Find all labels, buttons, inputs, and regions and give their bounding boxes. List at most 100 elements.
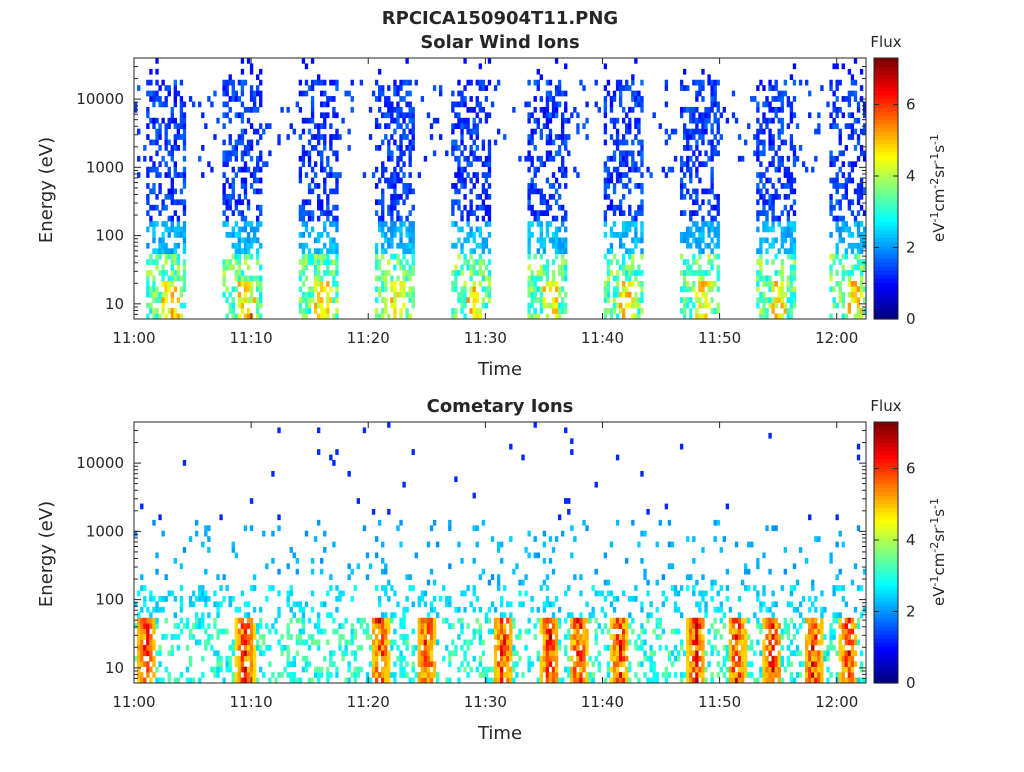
- heatmap-cell: [457, 123, 460, 129]
- heatmap-cell: [375, 634, 378, 640]
- heatmap-cell: [180, 585, 183, 591]
- heatmap-cell: [344, 650, 347, 656]
- heatmap-cell: [369, 661, 372, 667]
- heatmap-cell: [433, 623, 436, 629]
- heatmap-cell: [817, 640, 820, 646]
- heatmap-cell: [418, 601, 421, 607]
- heatmap-cell: [540, 286, 543, 292]
- heatmap-cell: [311, 569, 314, 575]
- heatmap-cell: [579, 591, 582, 597]
- heatmap-cell: [509, 650, 512, 656]
- heatmap-cell: [412, 123, 415, 129]
- heatmap-cell: [701, 650, 704, 656]
- heatmap-cell: [552, 656, 555, 662]
- heatmap-cell: [628, 265, 631, 271]
- heatmap-cell: [222, 102, 225, 108]
- heatmap-cell: [549, 237, 552, 243]
- heatmap-cell: [829, 645, 832, 651]
- heatmap-cell: [622, 623, 625, 629]
- heatmap-cell: [323, 629, 326, 635]
- heatmap-cell: [643, 574, 646, 580]
- heatmap-cell: [299, 308, 302, 314]
- heatmap-cell: [765, 308, 768, 314]
- heatmap-cell: [588, 656, 591, 662]
- heatmap-cell: [241, 634, 244, 640]
- heatmap-cell: [613, 210, 616, 216]
- heatmap-cell: [244, 650, 247, 656]
- heatmap-cell: [555, 303, 558, 309]
- heatmap-cell: [375, 123, 378, 129]
- heatmap-cell: [399, 314, 402, 320]
- heatmap-cell: [649, 172, 652, 178]
- heatmap-cell: [607, 205, 610, 211]
- heatmap-cell: [506, 634, 509, 640]
- heatmap-cell: [826, 645, 829, 651]
- heatmap-cell: [546, 618, 549, 624]
- heatmap-cell: [704, 221, 707, 227]
- heatmap-cell: [393, 265, 396, 271]
- heatmap-cell: [790, 112, 793, 118]
- heatmap-cell: [229, 199, 232, 205]
- heatmap-cell: [768, 145, 771, 151]
- heatmap-cell: [259, 314, 262, 320]
- heatmap-cell: [805, 618, 808, 624]
- heatmap-cell: [836, 178, 839, 184]
- heatmap-cell: [241, 667, 244, 673]
- heatmap-cell: [317, 297, 320, 303]
- heatmap-cell: [622, 107, 625, 113]
- heatmap-cell: [625, 85, 628, 91]
- heatmap-cell: [707, 303, 710, 309]
- heatmap-cell: [177, 216, 180, 222]
- heatmap-cell: [329, 286, 332, 292]
- heatmap-cell: [409, 297, 412, 303]
- heatmap-cell: [229, 74, 232, 80]
- heatmap-cell: [381, 91, 384, 97]
- heatmap-cell: [387, 210, 390, 216]
- heatmap-cell: [854, 265, 857, 271]
- heatmap-cell: [216, 661, 219, 667]
- heatmap-cell: [320, 286, 323, 292]
- heatmap-cell: [714, 618, 717, 624]
- heatmap-cell: [470, 150, 473, 156]
- heatmap-cell: [640, 248, 643, 254]
- heatmap-cell: [222, 112, 225, 118]
- heatmap-cell: [756, 281, 759, 287]
- heatmap-cell: [375, 254, 378, 260]
- heatmap-cell: [387, 237, 390, 243]
- heatmap-cell: [509, 629, 512, 635]
- heatmap-cell: [686, 286, 689, 292]
- heatmap-cell: [463, 591, 466, 597]
- heatmap-cell: [451, 270, 454, 276]
- heatmap-cell: [445, 645, 448, 651]
- heatmap-cell: [323, 308, 326, 314]
- heatmap-cell: [546, 678, 549, 684]
- heatmap-cell: [149, 656, 152, 662]
- heatmap-cell: [656, 580, 659, 586]
- heatmap-cell: [180, 112, 183, 118]
- heatmap-cell: [250, 237, 253, 243]
- heatmap-cell: [622, 640, 625, 646]
- heatmap-cell: [793, 254, 796, 260]
- heatmap-cell: [308, 189, 311, 195]
- heatmap-cell: [851, 623, 854, 629]
- heatmap-cell: [686, 645, 689, 651]
- heatmap-cell: [226, 297, 229, 303]
- heatmap-cell: [314, 237, 317, 243]
- heatmap-cell: [454, 221, 457, 227]
- heatmap-cell: [393, 91, 396, 97]
- heatmap-cell: [555, 536, 558, 542]
- heatmap-cell: [851, 656, 854, 662]
- heatmap-cell: [842, 672, 845, 678]
- heatmap-cell: [277, 140, 280, 146]
- heatmap-cell: [299, 276, 302, 282]
- heatmap-cell: [287, 629, 290, 635]
- heatmap-cell: [183, 227, 186, 233]
- heatmap-cell: [247, 140, 250, 146]
- heatmap-cell: [497, 661, 500, 667]
- heatmap-cell: [256, 91, 259, 97]
- heatmap-cell: [427, 618, 430, 624]
- heatmap-cell: [549, 118, 552, 124]
- heatmap-cell: [305, 308, 308, 314]
- heatmap-cell: [729, 607, 732, 613]
- heatmap-cell: [473, 308, 476, 314]
